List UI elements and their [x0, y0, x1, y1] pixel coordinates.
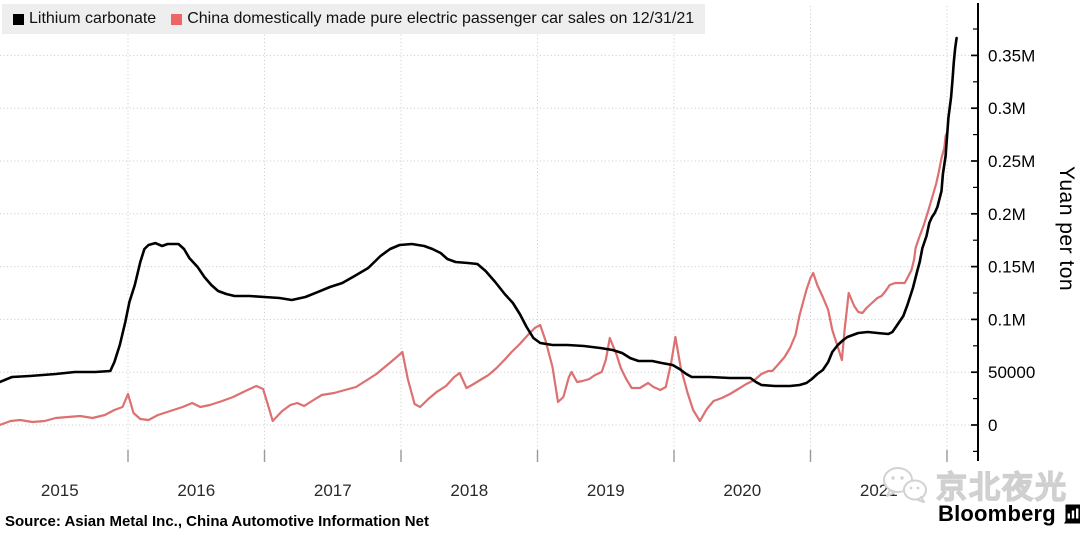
watermark-text: 京北夜光	[935, 469, 1068, 505]
legend-label-ev-sales: China domestically made pure electric pa…	[187, 10, 695, 27]
y-tick-label: 0.25M	[988, 152, 1035, 171]
wechat-icon	[883, 466, 927, 503]
legend: Lithium carbonate China domestically mad…	[2, 4, 706, 34]
legend-label-lithium: Lithium carbonate	[29, 10, 157, 27]
y-axis-title: Yuan per ton	[1055, 166, 1078, 292]
y-tick-label: 0.1M	[988, 310, 1026, 329]
watermark: 京北夜光	[880, 462, 1068, 507]
y-tick-label: 0.35M	[988, 46, 1035, 65]
x-year-label: 2019	[587, 481, 625, 500]
series-line-lithium-carbonate	[0, 36, 958, 388]
bloomberg-logo: Bloomberg	[938, 501, 1080, 527]
x-year-label: 2015	[41, 481, 79, 500]
legend-swatch-lithium-icon	[13, 13, 24, 25]
bloomberg-chart-icon	[1063, 504, 1080, 524]
y-tick-label: 0.15M	[988, 258, 1035, 277]
x-year-label: 2018	[450, 481, 488, 500]
bloomberg-wordmark: Bloomberg	[938, 501, 1056, 526]
x-year-label: 2016	[177, 481, 215, 500]
legend-item-lithium-carbonate: Lithium carbonate	[13, 10, 156, 28]
x-year-label: 2017	[314, 481, 352, 500]
y-tick-label: 50000	[988, 363, 1035, 382]
y-tick-label: 0.3M	[988, 99, 1026, 118]
legend-swatch-ev-sales-icon	[171, 13, 183, 25]
x-year-label: 2020	[723, 481, 761, 500]
source-note: Source: Asian Metal Inc., China Automoti…	[5, 513, 429, 530]
y-tick-label: 0	[988, 416, 997, 435]
legend-item-ev-sales: China domestically made pure electric pa…	[171, 10, 694, 28]
y-tick-label: 0.2M	[988, 205, 1026, 224]
series-line-ev-sales	[0, 131, 949, 427]
